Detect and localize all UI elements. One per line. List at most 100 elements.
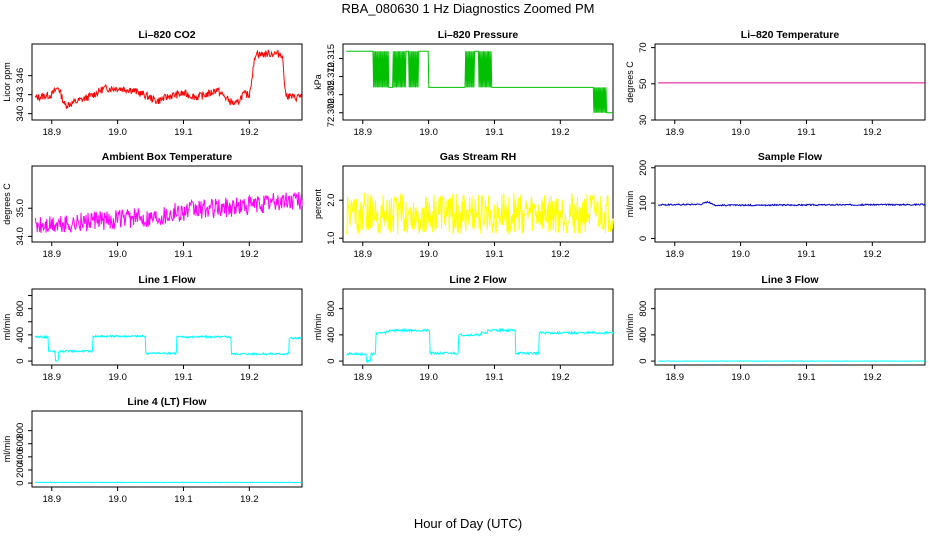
y-axis-label: percent	[313, 188, 323, 219]
panel-title: Line 3 Flow	[761, 274, 819, 286]
panel-title: Line 2 Flow	[449, 274, 507, 286]
x-tick-label: 18.9	[43, 249, 62, 260]
plot-frame	[31, 288, 303, 366]
panel-title: Li–820 Pressure	[438, 29, 519, 41]
y-axis-label: kPa	[313, 74, 323, 90]
x-tick-label: 19.0	[731, 127, 750, 138]
x-tick-label: 18.9	[666, 249, 685, 260]
x-tick-label: 18.9	[43, 372, 62, 383]
series-line	[345, 192, 614, 235]
y-tick-label: 343	[15, 87, 26, 103]
plot-frame	[342, 165, 614, 243]
plot-frame	[654, 43, 926, 121]
y-tick-label: 72.310	[326, 62, 337, 91]
x-tick-label: 19.1	[174, 249, 193, 260]
x-tick-label: 19.2	[240, 372, 259, 383]
x-tick-label: 18.9	[354, 372, 373, 383]
x-tick-label: 19.1	[797, 372, 816, 383]
x-tick-label: 19.2	[863, 249, 882, 260]
y-tick-label: 72.305	[326, 80, 337, 109]
x-tick-label: 18.9	[43, 494, 62, 505]
x-tick-label: 19.0	[108, 127, 127, 138]
y-tick-label: 72.315	[326, 44, 337, 73]
panel-6: Sample Flow 18.9 19.0 19.1 19.2 0 100 200 ml/min	[625, 151, 926, 260]
panel-title: Gas Stream RH	[440, 151, 516, 163]
x-tick-label: 19.1	[174, 372, 193, 383]
y-tick-label: 70	[638, 42, 649, 53]
main-title: RBA_080630 1 Hz Diagnostics Zoomed PM	[341, 1, 595, 16]
x-tick-label: 19.0	[108, 372, 127, 383]
series-line	[34, 49, 303, 109]
y-tick-label: 0	[15, 358, 26, 363]
x-tick-label: 19.2	[863, 127, 882, 138]
plot-frame	[654, 288, 926, 366]
y-axis-label: Licor ppm	[2, 62, 12, 102]
series-line	[34, 191, 303, 234]
y-axis-label: ml/min	[2, 436, 12, 463]
x-tick-label: 19.1	[797, 249, 816, 260]
x-tick-label: 18.9	[666, 372, 685, 383]
y-tick-label: 400	[638, 327, 649, 343]
plot-frame	[31, 410, 303, 488]
y-axis-label: ml/min	[625, 314, 635, 341]
panel-title: Sample Flow	[758, 151, 823, 163]
x-tick-label: 19.0	[108, 249, 127, 260]
x-tick-label: 19.0	[731, 372, 750, 383]
x-tick-label: 19.2	[863, 372, 882, 383]
x-tick-label: 19.1	[485, 372, 504, 383]
y-tick-label: 1.0	[326, 232, 337, 245]
x-tick-label: 19.0	[419, 249, 438, 260]
y-tick-label: 34.0	[15, 227, 26, 246]
panel-title: Line 4 (LT) Flow	[127, 396, 207, 408]
y-axis-label: degrees C	[625, 61, 635, 103]
y-tick-label: 0	[326, 358, 337, 363]
y-tick-label: 800	[638, 301, 649, 317]
y-tick-label: 400	[15, 327, 26, 343]
panel-title: Line 1 Flow	[138, 274, 196, 286]
y-tick-label: 100	[638, 195, 649, 211]
y-axis-label: ml/min	[2, 314, 12, 341]
y-axis-label: ml/min	[625, 191, 635, 218]
y-tick-label: 35.0	[15, 199, 26, 218]
x-tick-label: 19.2	[551, 127, 570, 138]
panel-title: Li–820 Temperature	[741, 29, 840, 41]
y-tick-label: 0	[638, 236, 649, 241]
series-line	[34, 334, 303, 363]
x-tick-label: 19.2	[551, 249, 570, 260]
y-axis-label: degrees C	[2, 183, 12, 225]
panel-5: Gas Stream RH 18.9 19.0 19.1 19.2 1.0 2.0perce…	[313, 151, 614, 260]
plot-frame	[342, 43, 614, 121]
x-tick-label: 19.2	[240, 127, 259, 138]
x-tick-label: 19.2	[551, 372, 570, 383]
x-tick-label: 19.0	[731, 249, 750, 260]
panel-title: Li–820 CO2	[138, 29, 195, 41]
x-tick-label: 19.0	[419, 372, 438, 383]
x-tick-label: 19.1	[174, 494, 193, 505]
plot-frame	[654, 165, 926, 243]
x-tick-label: 19.1	[485, 127, 504, 138]
x-tick-label: 18.9	[354, 249, 373, 260]
x-tick-label: 19.2	[240, 494, 259, 505]
x-tick-label: 19.2	[240, 249, 259, 260]
y-tick-label: 400	[326, 327, 337, 343]
y-tick-label: 800	[15, 423, 26, 439]
y-tick-label: 800	[15, 301, 26, 317]
plot-frame	[31, 43, 303, 121]
y-tick-label: 200	[15, 462, 26, 478]
series-line	[657, 200, 926, 207]
panel-3: Li–820 Temperature 18.9 19.0 19.1 19.2 30 50 70…	[625, 29, 926, 138]
y-tick-label: 800	[326, 301, 337, 317]
x-tick-label: 18.9	[666, 127, 685, 138]
x-tick-label: 19.1	[174, 127, 193, 138]
y-tick-label: 50	[638, 79, 649, 90]
x-tick-label: 19.1	[797, 127, 816, 138]
y-tick-label: 0	[638, 358, 649, 363]
y-tick-label: 30	[638, 115, 649, 126]
plot-frame	[342, 288, 614, 366]
x-tick-label: 19.0	[108, 494, 127, 505]
y-tick-label: 0	[15, 480, 26, 485]
